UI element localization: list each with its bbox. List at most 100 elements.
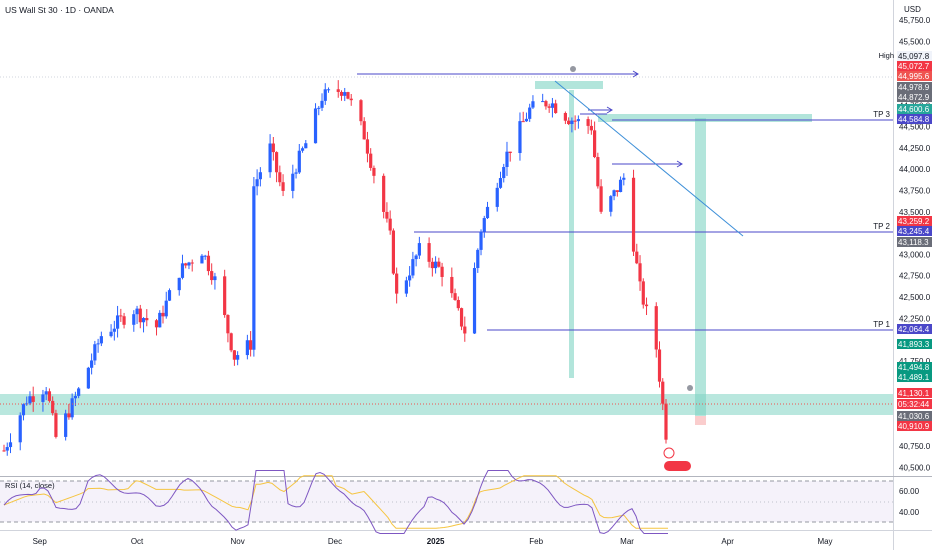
- candle-body-69: [317, 107, 321, 109]
- candle-body-89: [408, 275, 412, 281]
- candle-body-26: [119, 315, 123, 317]
- candle-body-98: [450, 276, 454, 294]
- price-tick: 41,750.0: [899, 357, 931, 366]
- candle-body-76: [346, 92, 350, 99]
- rsi-tick: 40.00: [899, 508, 920, 517]
- price-tag: 41,130.1: [898, 389, 930, 398]
- candle-body-92: [417, 243, 421, 256]
- candle-body-105: [479, 231, 483, 250]
- price-tag: 40,910.9: [898, 422, 930, 431]
- candle-body-40: [184, 263, 188, 266]
- candle-body-100: [456, 299, 460, 309]
- candle-body-60: [274, 152, 279, 173]
- candle-body-137: [622, 177, 626, 180]
- price-tag: 43,245.4: [898, 227, 930, 236]
- candle-body-109: [498, 178, 503, 188]
- candle-body-135: [615, 190, 619, 193]
- candle-body-50: [229, 333, 233, 351]
- price-tag-bg: [897, 51, 932, 61]
- high-label: High: [879, 51, 894, 60]
- candle-body-143: [654, 306, 658, 350]
- candle-body-56: [255, 179, 259, 187]
- price-tick: 45,750.0: [899, 16, 931, 25]
- candle-body-78: [359, 100, 363, 122]
- price-tag-bg: [897, 399, 932, 409]
- candle-body-61: [278, 172, 282, 183]
- price-tag: 45,097.8: [898, 52, 930, 61]
- candle-body-22: [99, 336, 103, 344]
- price-tag-bg: [897, 226, 932, 236]
- candle-body-117: [531, 101, 535, 108]
- candle-body-119: [544, 101, 548, 107]
- price-tick: 40,500.0: [899, 463, 931, 472]
- candle-body-32: [145, 318, 149, 321]
- price-tag-bg: [897, 339, 932, 349]
- price-tag-bg: [897, 61, 932, 71]
- price-tag-bg: [897, 421, 932, 431]
- time-tick: May: [817, 537, 832, 546]
- price-tick: 42,750.0: [899, 272, 931, 281]
- support-zone: [0, 394, 893, 415]
- candle-body-46: [210, 271, 214, 281]
- time-tick: Feb: [529, 537, 543, 546]
- candle-body-90: [411, 259, 415, 276]
- candle-body-134: [612, 190, 616, 197]
- tp-label-2: TP 2: [873, 222, 890, 231]
- candle-body-10: [47, 391, 52, 401]
- candle-body-72: [326, 89, 331, 91]
- vertical-zone-2: [695, 118, 706, 416]
- candle-body-129: [589, 125, 593, 131]
- candle-body-53: [245, 340, 249, 356]
- flag-icon-2: [687, 385, 693, 391]
- candle-body-126: [573, 120, 577, 122]
- candle-body-77: [349, 98, 353, 101]
- candle-body-47: [213, 276, 217, 281]
- candle-body-113: [518, 121, 522, 154]
- candle-body-74: [339, 91, 344, 96]
- candle-body-79: [362, 121, 366, 140]
- candle-body-41: [187, 262, 191, 266]
- rsi-ma-line: [3, 475, 668, 529]
- candle-body-124: [567, 120, 571, 125]
- candle-body-1: [5, 447, 9, 451]
- candle-body-107: [485, 206, 490, 219]
- candle-body-34: [158, 312, 162, 328]
- candle-body-93: [427, 243, 431, 262]
- time-tick: Mar: [620, 537, 634, 546]
- candle-body-70: [320, 100, 324, 108]
- candle-body-95: [433, 261, 438, 269]
- price-tag: 44,872.9: [898, 93, 930, 102]
- candle-body-45: [206, 255, 211, 272]
- price-tick: 43,000.0: [899, 250, 931, 259]
- price-tag: 41,489.1: [898, 373, 930, 382]
- candle-body-43: [200, 255, 204, 264]
- price-tick: 45,500.0: [899, 37, 931, 46]
- candle-body-115: [524, 118, 529, 122]
- candle-body-127: [576, 119, 580, 122]
- candle-body-99: [453, 293, 457, 300]
- candle-body-73: [336, 89, 340, 92]
- candle-body-23: [109, 331, 113, 337]
- candle-body-120: [547, 106, 551, 108]
- price-tag-bg: [897, 388, 932, 398]
- candle-body-49: [226, 315, 230, 334]
- price-tag-bg: [897, 362, 932, 372]
- candle-body-133: [609, 196, 613, 212]
- candle-body-96: [437, 261, 441, 267]
- rsi-band: [0, 481, 893, 522]
- candle-body-91: [414, 255, 418, 260]
- price-tick: 44,000.0: [899, 165, 931, 174]
- candle-body-42: [190, 262, 194, 264]
- price-tag: 44,995.6: [898, 72, 930, 81]
- candle-body-15: [70, 398, 74, 418]
- price-tag: 41,030.6: [898, 412, 930, 421]
- price-tick: 43,750.0: [899, 187, 931, 196]
- candle-body-122: [554, 103, 558, 114]
- candle-body-80: [365, 139, 370, 154]
- price-tag-bg: [897, 92, 932, 102]
- candle-body-54: [249, 340, 253, 350]
- price-tag: 44,584.8: [898, 115, 930, 124]
- candle-body-130: [593, 130, 597, 158]
- candle-body-36: [164, 300, 168, 317]
